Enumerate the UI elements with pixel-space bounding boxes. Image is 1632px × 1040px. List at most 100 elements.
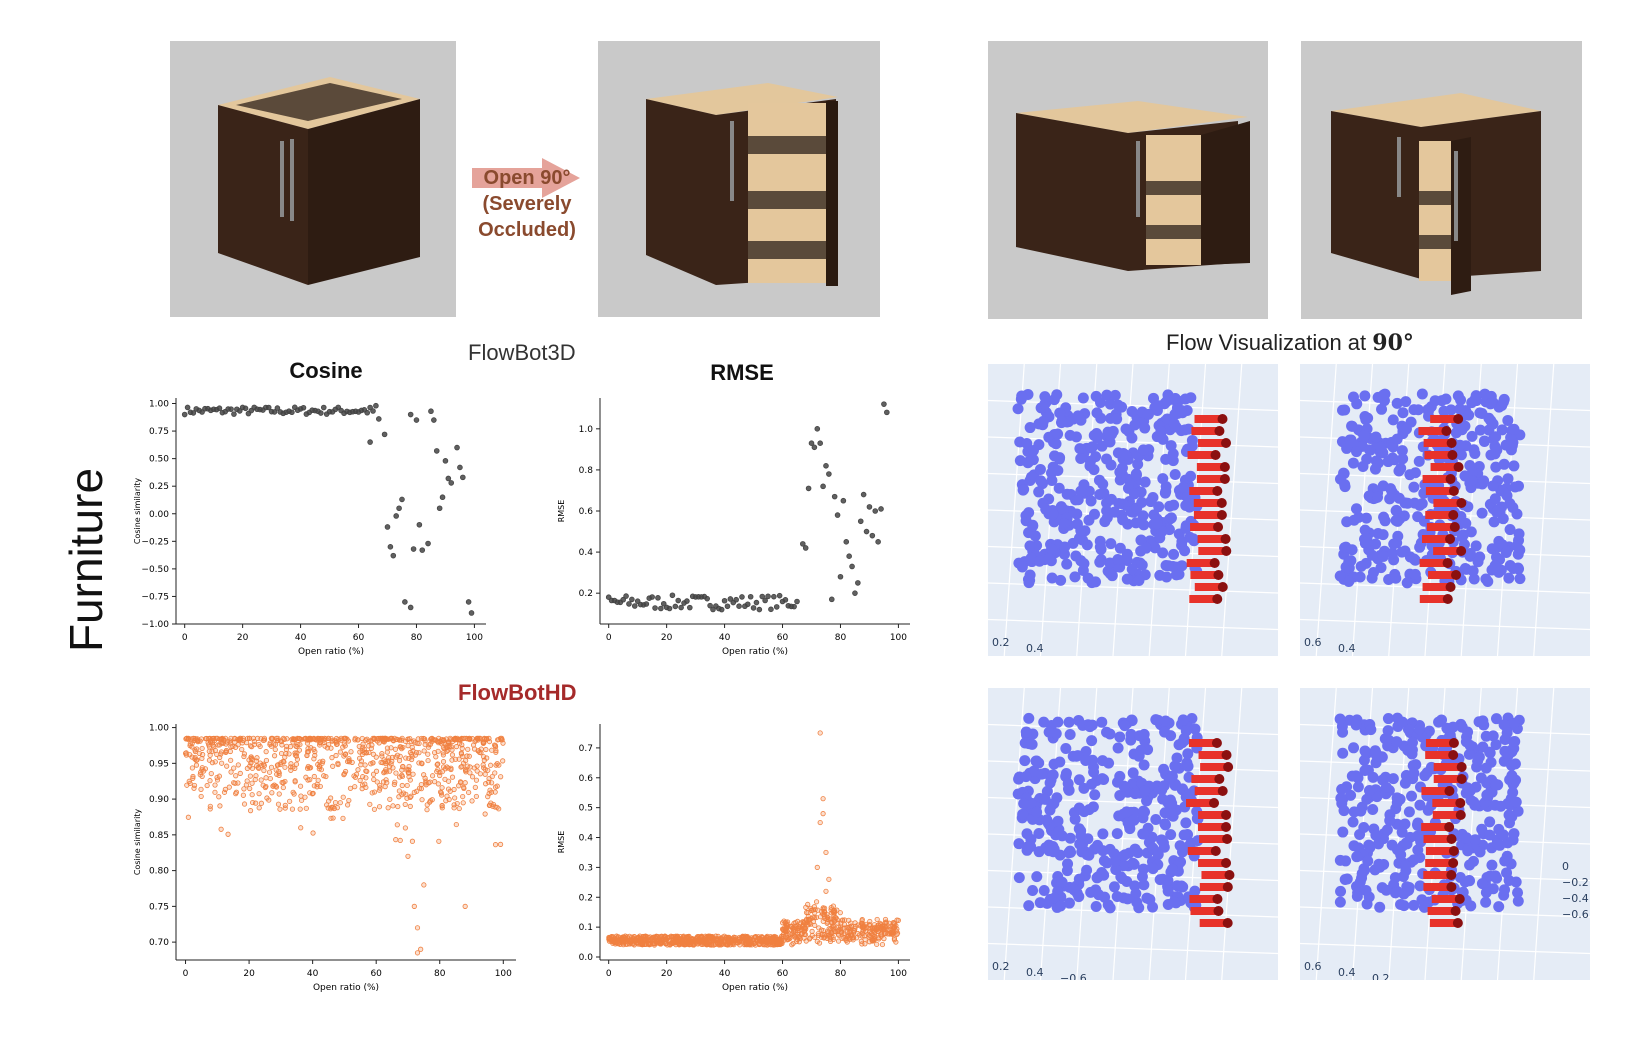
cloud-point [1380,781,1392,793]
data-point [779,920,786,926]
data-point [621,939,627,945]
data-point [444,748,450,754]
data-point [666,605,673,612]
cloud-point [1075,452,1087,464]
cloud-point [1114,731,1126,743]
data-point [872,929,878,935]
data-point [344,758,351,765]
data-point [466,789,472,796]
moving-point [1451,570,1462,580]
y-tick-label: 0.75 [149,902,169,912]
data-point [457,740,463,746]
cloud-point [1498,719,1510,731]
cloud-point [1116,462,1128,474]
data-point [382,769,388,775]
data-point [865,931,871,937]
flow-arrow [1425,847,1454,855]
data-point [439,785,445,791]
cloud-point [1125,734,1137,746]
cloud-point [1370,431,1382,443]
cloud-point [1334,713,1346,725]
flow-arrow [1428,571,1457,579]
cloud-point [1395,462,1407,474]
data-point [852,926,858,932]
data-point [319,760,325,766]
data-point [449,774,456,780]
grid-line [988,942,1278,955]
data-point [304,752,310,759]
cloud-point [1359,745,1371,757]
cloud-point [1086,577,1098,589]
cloud-point [1180,500,1192,512]
data-point [463,758,469,764]
data-point [246,735,252,741]
data-point [244,765,250,772]
data-point [484,736,490,742]
data-point [218,751,224,757]
moving-point [1446,438,1457,448]
grid-line [1533,364,1555,656]
axis-tick-label: 0.6 [1304,960,1322,973]
y-tick-label: 0.2 [579,893,593,903]
cloud-point [1137,444,1149,456]
x-tick-label: 0 [606,633,612,643]
flow-arrow [1190,523,1219,531]
cloud-point [1433,716,1445,728]
data-point [773,934,779,940]
cloud-point [1456,721,1468,733]
flow-arrow [1424,451,1453,459]
data-point [258,777,264,783]
cloud-point [1063,716,1075,728]
data-point [383,777,389,783]
data-point [416,521,423,528]
data-point [247,808,254,814]
cabinet-open-side-image [988,41,1268,319]
moving-point [1221,822,1232,832]
data-point [240,792,246,798]
data-point [363,749,369,756]
cloud-point [1129,788,1141,800]
moving-point [1445,582,1456,592]
cloud-point [1133,574,1145,586]
x-tick-label: 20 [661,969,673,979]
cloud-point [1513,528,1525,540]
cloud-point [1462,782,1474,794]
data-point [355,767,361,773]
cloud-point [1361,453,1373,465]
data-point [282,754,288,760]
flow-vis-flowbothd-right: 0.6 0.4 0.2 0 0 −0.2 −0.4 −0.6 [1300,688,1590,980]
cloud-point [1416,498,1428,510]
x-tick-label: 100 [466,633,483,643]
data-point [412,740,418,746]
flow-arrow [1425,511,1454,519]
axis-tick-label: 0.2 [992,636,1010,649]
data-point [469,736,475,742]
data-point [266,769,273,775]
data-point [440,759,447,765]
cloud-point [1025,552,1037,564]
data-point [407,803,413,809]
data-point [496,762,502,768]
y-tick-label: 0.70 [149,938,169,948]
data-point [606,938,612,944]
cloud-point [1078,558,1090,570]
moving-point [1209,798,1220,808]
cloud-point [1416,388,1428,400]
flow-arrow [1433,763,1462,771]
flowbot3d-header: FlowBot3D [468,340,576,365]
cloud-point [1038,884,1050,896]
cloud-point [1177,714,1189,726]
data-point [247,773,253,779]
flow-arrow [1426,523,1455,531]
data-point [293,761,300,767]
data-point [826,926,832,932]
cloud-point [1108,506,1120,518]
cloud-point [1168,896,1180,908]
data-point [261,737,268,743]
data-point [329,755,335,761]
cloud-point [1069,571,1081,583]
data-point [298,793,304,799]
cloud-point [1130,888,1142,900]
data-point [393,837,399,843]
data-point [428,408,434,415]
